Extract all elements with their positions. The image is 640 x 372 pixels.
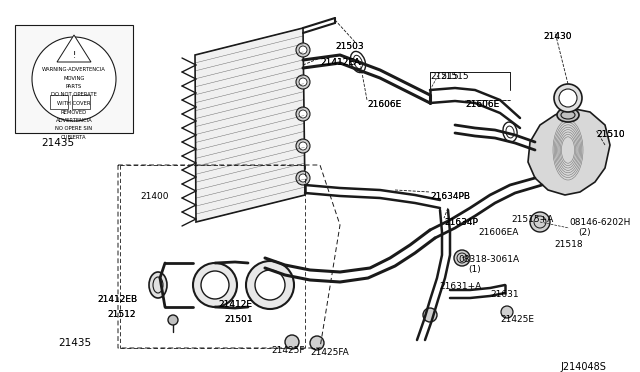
Text: 21606E: 21606E: [367, 100, 401, 109]
Text: (2): (2): [578, 228, 591, 237]
Text: 21412EA: 21412EA: [320, 58, 360, 67]
Text: 21634P: 21634P: [444, 218, 478, 227]
Text: NO OPERE SIN: NO OPERE SIN: [56, 126, 93, 131]
Text: 21606E: 21606E: [465, 100, 499, 109]
Text: 21515: 21515: [440, 72, 468, 81]
Ellipse shape: [351, 51, 365, 73]
Polygon shape: [195, 28, 305, 222]
Ellipse shape: [557, 108, 579, 122]
Bar: [50, 95, 68, 109]
Text: (1): (1): [468, 265, 481, 274]
Text: 21634PB: 21634PB: [430, 192, 470, 201]
Circle shape: [296, 139, 310, 153]
Text: 21412EB: 21412EB: [97, 295, 137, 304]
Ellipse shape: [149, 272, 167, 298]
Circle shape: [310, 336, 324, 350]
Circle shape: [559, 89, 577, 107]
Text: 21425FA: 21425FA: [310, 348, 349, 357]
Polygon shape: [528, 108, 610, 195]
Text: 21412EA: 21412EA: [320, 58, 360, 67]
Text: ADVERTENCIA: ADVERTENCIA: [56, 118, 92, 123]
Text: 21425F: 21425F: [271, 346, 305, 355]
Text: 21515+A: 21515+A: [511, 215, 553, 224]
Text: WITH COVER: WITH COVER: [57, 101, 91, 106]
Circle shape: [32, 37, 116, 121]
Text: CUBIERTA: CUBIERTA: [61, 135, 87, 140]
Text: 21412E: 21412E: [218, 300, 252, 309]
Text: 21512: 21512: [107, 310, 136, 319]
Text: J214048S: J214048S: [560, 362, 606, 372]
Circle shape: [296, 107, 310, 121]
Text: 21430: 21430: [543, 32, 572, 41]
Text: 21606EA: 21606EA: [478, 228, 518, 237]
Text: 21503: 21503: [335, 42, 364, 51]
Text: 21425E: 21425E: [500, 315, 534, 324]
Circle shape: [296, 171, 310, 185]
Text: 21631+A: 21631+A: [439, 282, 481, 291]
Text: 21435: 21435: [42, 138, 75, 148]
Circle shape: [299, 174, 307, 182]
Circle shape: [299, 78, 307, 86]
Circle shape: [501, 306, 513, 318]
Circle shape: [296, 75, 310, 89]
Text: 21412E: 21412E: [218, 300, 252, 309]
Circle shape: [299, 110, 307, 118]
Text: 21510: 21510: [596, 130, 625, 139]
Text: !: !: [72, 51, 76, 60]
Circle shape: [285, 335, 299, 349]
Text: 21606E: 21606E: [465, 100, 499, 109]
Text: 21501: 21501: [224, 315, 253, 324]
Circle shape: [296, 43, 310, 57]
Text: 21510: 21510: [596, 130, 625, 139]
Circle shape: [423, 308, 437, 322]
Circle shape: [530, 212, 550, 232]
Text: 21634P: 21634P: [444, 218, 478, 227]
Text: PARTS: PARTS: [66, 84, 82, 89]
Circle shape: [168, 315, 178, 325]
Circle shape: [299, 46, 307, 54]
Text: 21501: 21501: [224, 315, 253, 324]
Text: DO NOT OPERATE: DO NOT OPERATE: [51, 93, 97, 97]
Bar: [72, 95, 90, 109]
Text: 21512: 21512: [107, 310, 136, 319]
Text: 21412EB: 21412EB: [97, 295, 137, 304]
Text: 08318-3061A: 08318-3061A: [458, 255, 519, 264]
Text: 08146-6202H: 08146-6202H: [569, 218, 630, 227]
Text: WARNING·ADVERTENCIA: WARNING·ADVERTENCIA: [42, 67, 106, 72]
Text: 21606E: 21606E: [367, 100, 401, 109]
Text: 21430: 21430: [543, 32, 572, 41]
Text: 21518: 21518: [554, 240, 582, 249]
Text: 21400: 21400: [140, 192, 168, 201]
Circle shape: [554, 84, 582, 112]
Text: 21435: 21435: [58, 338, 91, 348]
Circle shape: [246, 261, 294, 309]
Text: REMOVED: REMOVED: [61, 109, 87, 115]
Circle shape: [193, 263, 237, 307]
Text: 21634PB: 21634PB: [430, 192, 470, 201]
Text: 21503: 21503: [335, 42, 364, 51]
Text: 21631: 21631: [490, 290, 518, 299]
Text: MOVING: MOVING: [63, 76, 84, 80]
Ellipse shape: [503, 122, 517, 142]
Polygon shape: [57, 35, 91, 62]
Circle shape: [454, 250, 470, 266]
Circle shape: [255, 270, 285, 300]
Text: 21515: 21515: [430, 72, 459, 81]
Circle shape: [201, 271, 229, 299]
Bar: [15, 25, 133, 133]
Circle shape: [299, 142, 307, 150]
